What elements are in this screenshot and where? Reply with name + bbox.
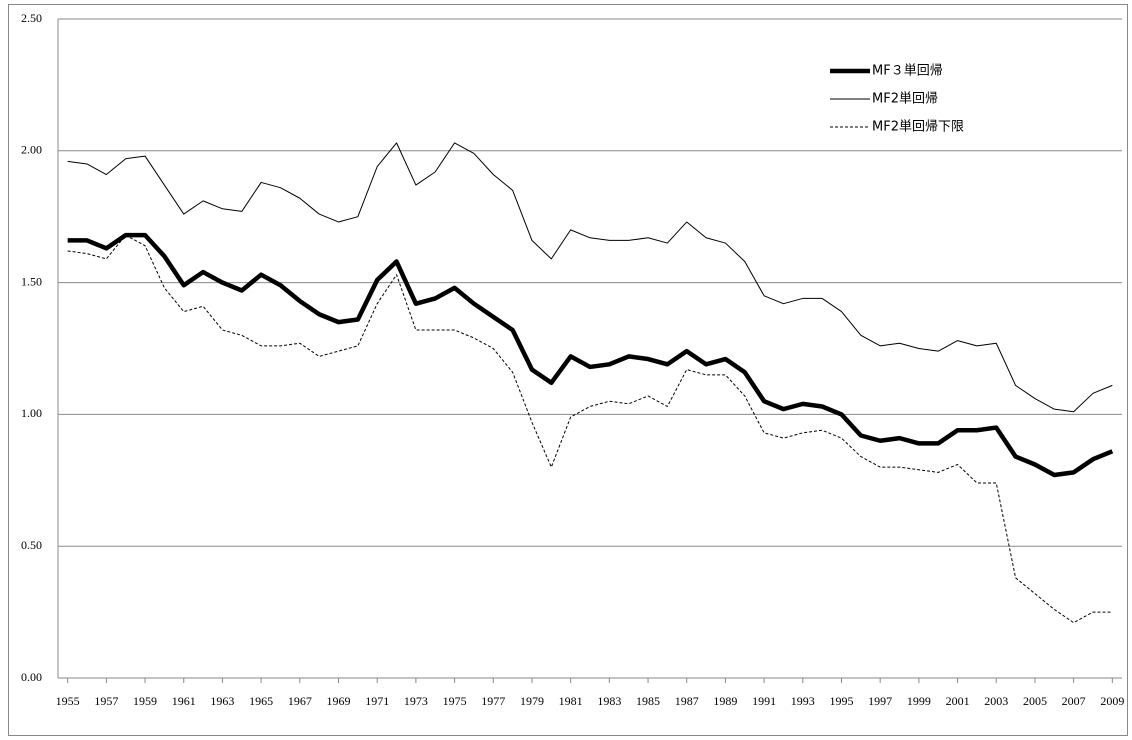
x-tick-label: 2005 — [1023, 694, 1047, 708]
y-tick-label: 1.50 — [21, 274, 42, 288]
x-tick-label: 1957 — [94, 694, 118, 708]
legend: MF３単回帰 MF2単回帰 MF2単回帰下限 — [830, 63, 964, 135]
x-tick-label: 1989 — [713, 694, 737, 708]
chart-frame — [8, 4, 1128, 736]
x-tick-label: 1959 — [133, 694, 157, 708]
x-tick-label: 1967 — [288, 694, 312, 708]
x-tick-label: 1975 — [443, 694, 467, 708]
x-tick-label: 1985 — [636, 694, 660, 708]
x-tick-label: 1991 — [752, 694, 776, 708]
x-tick-label: 2007 — [1062, 694, 1086, 708]
y-tick-label: 0.50 — [21, 538, 42, 552]
x-tick-label: 1971 — [365, 694, 389, 708]
x-tick-label: 1987 — [675, 694, 699, 708]
x-tick-label: 1963 — [210, 694, 234, 708]
legend-label: MF2単回帰 — [872, 91, 938, 107]
y-tick-label: 2.50 — [21, 11, 42, 25]
x-tick-label: 1977 — [481, 694, 505, 708]
x-tick-label: 1969 — [327, 694, 351, 708]
x-tick-label: 1997 — [868, 694, 892, 708]
x-tick-label: 2009 — [1100, 694, 1124, 708]
x-tick-label: 1965 — [249, 694, 273, 708]
x-tick-label: 1983 — [597, 694, 621, 708]
data-line — [67, 142, 1113, 413]
x-tick-label: 1955 — [56, 694, 80, 708]
legend-label: MF2単回帰下限 — [872, 119, 964, 135]
x-tick-label: 1995 — [829, 694, 853, 708]
y-tick-label: 0.00 — [21, 670, 42, 684]
data-line — [67, 234, 1113, 624]
y-tick-label: 1.00 — [21, 406, 42, 420]
y-tick-label: 2.00 — [21, 143, 42, 157]
x-tick-label: 1981 — [559, 694, 583, 708]
x-tick-label: 1979 — [520, 694, 544, 708]
legend-label: MF３単回帰 — [872, 63, 943, 79]
x-tick-label: 2001 — [946, 694, 970, 708]
x-tick-label: 1961 — [172, 694, 196, 708]
x-tick-label: 2003 — [984, 694, 1008, 708]
x-tick-label: 1973 — [404, 694, 428, 708]
x-tick-label: 1999 — [907, 694, 931, 708]
data-line — [67, 232, 1114, 478]
x-tick-label: 1993 — [791, 694, 815, 708]
